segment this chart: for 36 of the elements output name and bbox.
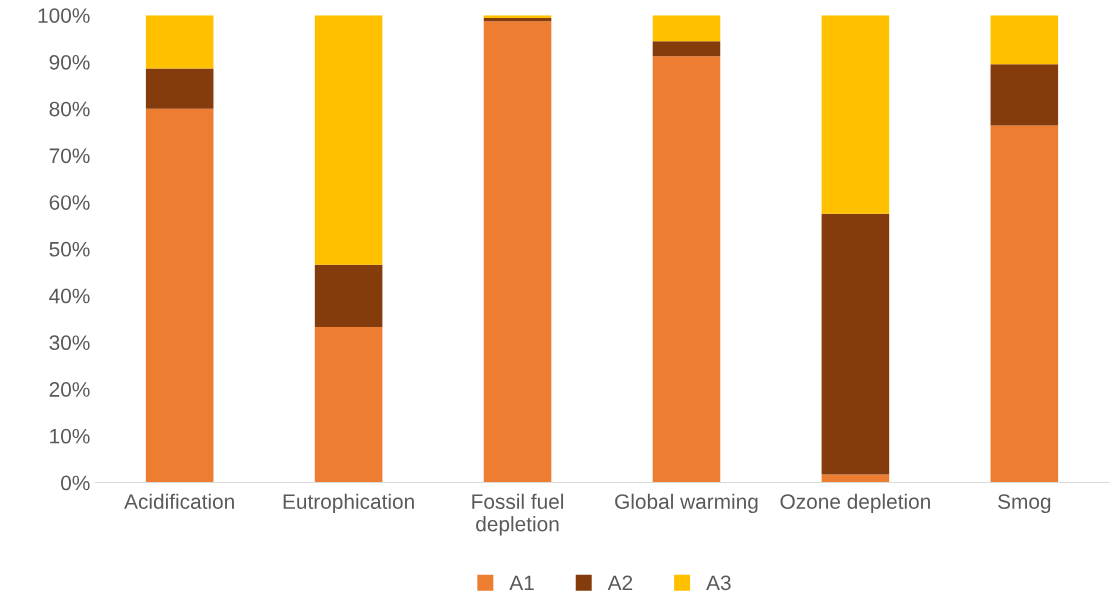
bar (145, 108, 214, 483)
y-tick-label: 60% (49, 195, 90, 210)
bar (990, 15, 1059, 65)
y-tick-label: 70% (49, 148, 90, 164)
bar (652, 56, 721, 483)
y-tick-label: 90% (49, 54, 90, 70)
bar (145, 15, 214, 69)
bar (314, 15, 383, 265)
x-tick-label: Eutrophication (283, 493, 414, 514)
legend-label: A3 (706, 575, 731, 591)
bar (990, 125, 1059, 483)
x-tick-label: Smog (998, 494, 1051, 514)
bar (483, 21, 552, 483)
y-tick-label: 30% (49, 335, 90, 351)
y-tick-label: 100% (38, 8, 90, 23)
x-tick-label: Global warming (615, 493, 758, 514)
bar (652, 15, 721, 42)
bar (483, 17, 552, 22)
bar (821, 15, 890, 214)
bar (652, 41, 721, 57)
bar (314, 264, 383, 327)
x-tick-label: Acidification (124, 493, 234, 509)
y-tick-label: 50% (49, 241, 90, 257)
y-tick-label: 80% (49, 101, 90, 117)
legend-label: A2 (607, 575, 633, 590)
y-tick-label: 0% (61, 475, 90, 491)
bar (145, 68, 214, 109)
bar (990, 64, 1059, 126)
bar (821, 213, 890, 475)
x-tick-label: Fossil fuel depletion (472, 493, 564, 536)
y-tick-label: 40% (49, 288, 90, 304)
y-tick-label: 20% (49, 382, 90, 397)
y-tick-label: 10% (50, 428, 90, 444)
bar (314, 326, 383, 483)
legend-label: A1 (509, 575, 534, 590)
x-tick-label: Ozone depletion (780, 493, 930, 514)
